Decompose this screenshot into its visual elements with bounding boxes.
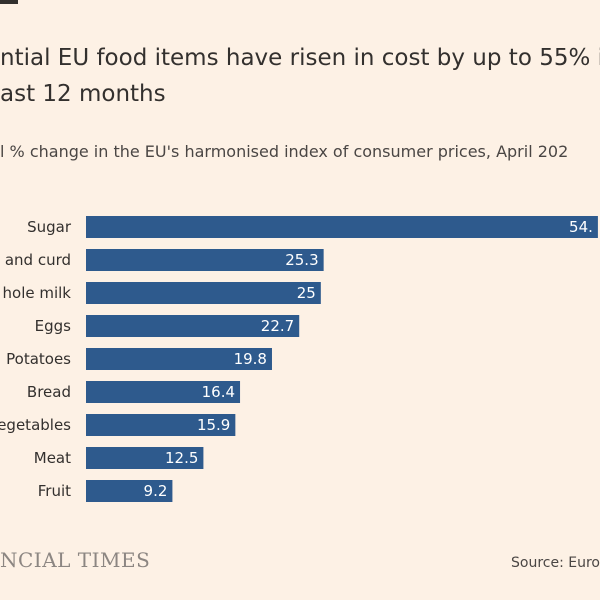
bar-4 bbox=[86, 348, 272, 370]
value-label-4: 19.8 bbox=[234, 350, 267, 368]
category-label-2: hole milk bbox=[3, 284, 72, 302]
value-label-2: 25 bbox=[297, 284, 316, 302]
bar-6 bbox=[86, 414, 236, 436]
bar-3 bbox=[86, 315, 300, 337]
top-rule bbox=[0, 0, 18, 4]
value-label-5: 16.4 bbox=[202, 383, 235, 401]
bar-0 bbox=[86, 216, 598, 238]
bar-7 bbox=[86, 447, 204, 469]
category-label-7: Meat bbox=[34, 449, 71, 467]
chart-title-line-2: ast 12 months bbox=[0, 81, 166, 107]
category-label-4: Potatoes bbox=[6, 350, 71, 368]
bar-8 bbox=[86, 480, 173, 502]
brand-logo-text: NCIAL TIMES bbox=[0, 548, 151, 572]
category-label-0: Sugar bbox=[27, 218, 72, 236]
chart-title: ntial EU food items have risen in cost b… bbox=[0, 40, 600, 112]
value-label-7: 12.5 bbox=[165, 449, 198, 467]
value-label-3: 22.7 bbox=[261, 317, 294, 335]
bar-5 bbox=[86, 381, 241, 403]
bar-2 bbox=[86, 282, 321, 304]
category-label-1: and curd bbox=[5, 251, 71, 269]
bar-1 bbox=[86, 249, 324, 271]
chart-subtitle: l % change in the EU's harmonised index … bbox=[0, 142, 569, 161]
value-label-8: 9.2 bbox=[144, 482, 168, 500]
source-note: Source: Euros bbox=[511, 555, 600, 571]
value-label-1: 25.3 bbox=[285, 251, 318, 269]
value-label-6: 15.9 bbox=[197, 416, 230, 434]
chart-title-line-1: ntial EU food items have risen in cost b… bbox=[0, 45, 600, 71]
bar-chart: Sugar 54. and curd 25.3 hole milk 25 Eggs 22.7 P… bbox=[0, 216, 598, 502]
category-label-3: Eggs bbox=[35, 317, 72, 335]
value-label-0: 54. bbox=[569, 218, 593, 236]
category-label-8: Fruit bbox=[38, 482, 71, 500]
category-label-5: Bread bbox=[27, 383, 71, 401]
category-label-6: egetables bbox=[0, 416, 71, 434]
